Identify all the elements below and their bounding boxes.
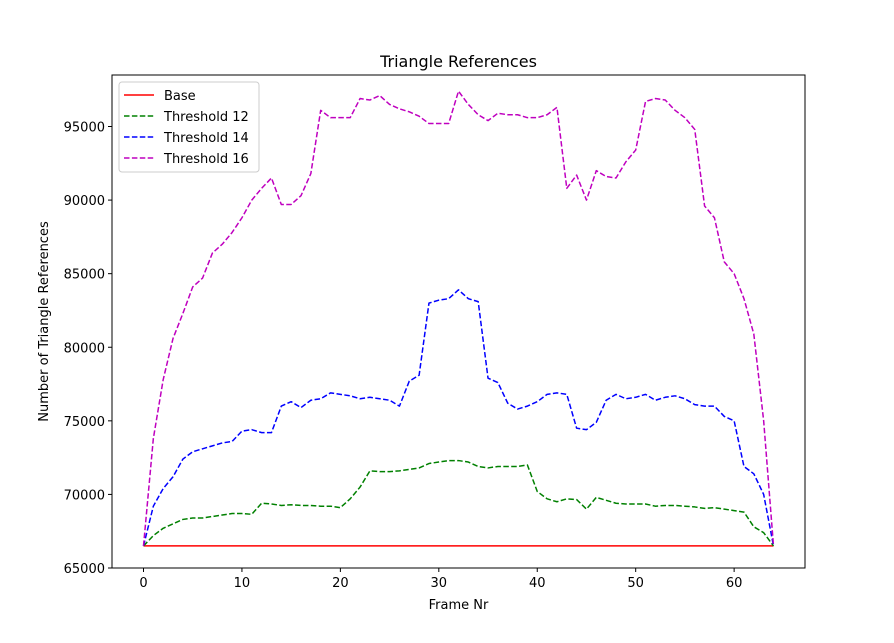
y-tick-label: 85000 [64,268,105,283]
x-tick-label: 20 [332,576,349,591]
x-tick-label: 10 [234,576,251,591]
x-axis-label: Frame Nr [429,598,489,613]
series-line-threshold-16 [142,90,775,546]
legend-item-threshold-14: Threshold 14 [124,131,249,146]
x-tick-label: 30 [431,576,448,591]
y-tick-label: 80000 [64,341,105,356]
y-tick-label: 95000 [64,121,105,136]
legend: Base Threshold 12 Threshold 14 Threshold 16 [118,81,260,173]
series-line-threshold-12 [142,459,775,547]
y-tick-label: 70000 [64,488,105,503]
legend-label: Base [164,89,196,104]
x-tick-label: 60 [726,576,743,591]
y-tick-label: 75000 [64,415,105,430]
x-tick-label: 40 [529,576,546,591]
plot-frame [111,74,806,569]
y-tick-label: 65000 [64,562,105,577]
chart-title: Triangle References [379,52,537,71]
legend-label: Threshold 12 [163,110,249,125]
y-axis-ticks: 65000 70000 75000 80000 85000 90000 95000 [64,121,112,577]
legend-item-threshold-12: Threshold 12 [124,110,249,125]
legend-item-base: Base [124,89,196,104]
legend-label: Threshold 14 [163,131,249,146]
y-tick-label: 90000 [64,194,105,209]
legend-item-threshold-16: Threshold 16 [124,152,249,167]
series-line-threshold-14 [142,289,775,547]
series-layer [142,90,775,547]
x-axis-ticks: 0 10 20 30 40 50 60 [139,568,742,591]
legend-entries: Base Threshold 12 Threshold 14 Threshold 16 [124,89,249,167]
legend-box [118,81,260,173]
x-tick-label: 0 [139,576,147,591]
legend-label: Threshold 16 [163,152,249,167]
x-tick-label: 50 [627,576,644,591]
y-axis-label: Number of Triangle References [37,221,52,422]
